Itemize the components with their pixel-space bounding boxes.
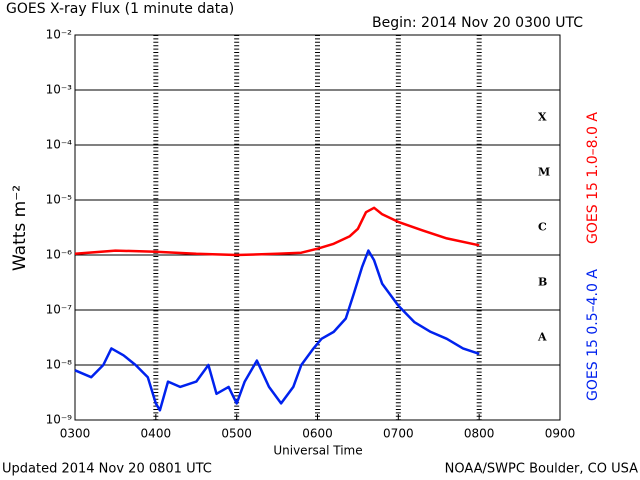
x-tick-label: 0800 (464, 427, 495, 441)
flare-class-label: C (538, 221, 547, 234)
y-tick-label: 10⁻⁷ (46, 303, 73, 317)
x-tick-label: 0400 (141, 427, 172, 441)
y-tick-label: 10⁻⁸ (46, 358, 73, 372)
chart-title: GOES X-ray Flux (1 minute data) (6, 1, 234, 17)
legend-entry: GOES 15 0.5–4.0 A (585, 269, 601, 401)
y-tick-label: 10⁻³ (46, 83, 73, 97)
x-axis-label: Universal Time (273, 444, 362, 458)
footer-right: NOAA/SWPC Boulder, CO USA (445, 462, 638, 477)
flare-class-label: X (538, 111, 547, 124)
y-tick-label: 10⁻⁵ (46, 193, 73, 207)
x-tick-label: 0600 (302, 427, 333, 441)
y-tick-label: 10⁻⁶ (46, 248, 73, 262)
x-tick-label: 0900 (545, 427, 576, 441)
flare-class-label: B (538, 276, 547, 289)
x-tick-label: 0300 (60, 427, 91, 441)
y-tick-label: 10⁻⁴ (46, 138, 73, 152)
flare-class-label: M (538, 166, 550, 179)
series-line (74, 249, 480, 412)
legend-entry: GOES 15 1.0–8.0 A (585, 112, 601, 244)
footer-left: Updated 2014 Nov 20 0801 UTC (2, 462, 212, 477)
y-tick-label: 10⁻² (46, 28, 73, 42)
series-line (74, 206, 480, 257)
y-axis-label: Watts m⁻² (10, 185, 30, 271)
y-tick-label: 10⁻⁹ (46, 413, 73, 427)
flare-class-label: A (537, 331, 547, 344)
x-tick-label: 0700 (383, 427, 414, 441)
x-tick-label: 0500 (221, 427, 252, 441)
chart-subtitle: Begin: 2014 Nov 20 0300 UTC (372, 15, 583, 31)
